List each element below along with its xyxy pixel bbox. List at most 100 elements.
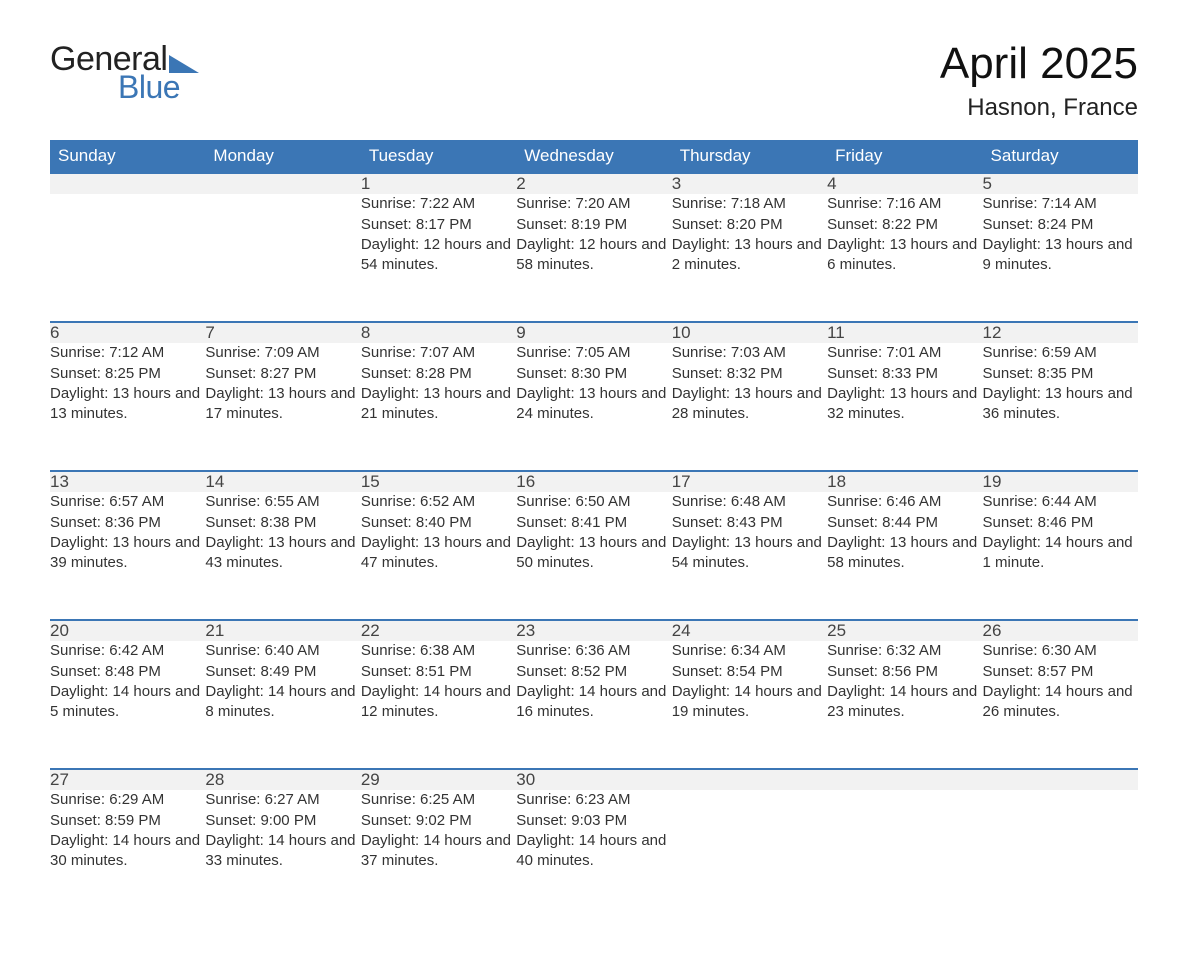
sunrise-text: Sunrise: 6:55 AM: [205, 492, 360, 512]
daylight-text: Daylight: 13 hours and 24 minutes.: [516, 384, 671, 425]
day-number: 12: [983, 322, 1138, 343]
sunrise-text: Sunrise: 6:52 AM: [361, 492, 516, 512]
sunrise-text: Sunrise: 7:14 AM: [983, 194, 1138, 214]
sunrise-text: Sunrise: 7:09 AM: [205, 343, 360, 363]
sunset-text: Sunset: 8:20 PM: [672, 215, 827, 235]
day-cell: [827, 790, 982, 918]
daylight-text: Daylight: 14 hours and 40 minutes.: [516, 831, 671, 872]
daylight-text: Daylight: 14 hours and 37 minutes.: [361, 831, 516, 872]
weekday-header: Saturday: [983, 140, 1138, 173]
day-cell: Sunrise: 7:22 AMSunset: 8:17 PMDaylight:…: [361, 194, 516, 322]
sunset-text: Sunset: 8:22 PM: [827, 215, 982, 235]
sunset-text: Sunset: 8:35 PM: [983, 364, 1138, 384]
sunrise-text: Sunrise: 6:38 AM: [361, 641, 516, 661]
sunrise-text: Sunrise: 7:01 AM: [827, 343, 982, 363]
sunrise-text: Sunrise: 6:50 AM: [516, 492, 671, 512]
day-cell: Sunrise: 6:48 AMSunset: 8:43 PMDaylight:…: [672, 492, 827, 620]
sunset-text: Sunset: 9:02 PM: [361, 811, 516, 831]
day-number: 9: [516, 322, 671, 343]
day-cell: Sunrise: 7:09 AMSunset: 8:27 PMDaylight:…: [205, 343, 360, 471]
day-number: 28: [205, 769, 360, 790]
day-number: 24: [672, 620, 827, 641]
sunset-text: Sunset: 8:28 PM: [361, 364, 516, 384]
sunset-text: Sunset: 8:48 PM: [50, 662, 205, 682]
day-number: [827, 769, 982, 790]
daylight-text: Daylight: 13 hours and 36 minutes.: [983, 384, 1138, 425]
weekday-header: Friday: [827, 140, 982, 173]
day-number: 29: [361, 769, 516, 790]
sunrise-text: Sunrise: 6:34 AM: [672, 641, 827, 661]
sunset-text: Sunset: 9:00 PM: [205, 811, 360, 831]
day-cell: Sunrise: 6:50 AMSunset: 8:41 PMDaylight:…: [516, 492, 671, 620]
day-cell: Sunrise: 7:12 AMSunset: 8:25 PMDaylight:…: [50, 343, 205, 471]
daylight-text: Daylight: 13 hours and 43 minutes.: [205, 533, 360, 574]
weekday-header: Sunday: [50, 140, 205, 173]
sunrise-text: Sunrise: 6:59 AM: [983, 343, 1138, 363]
day-cell: Sunrise: 7:07 AMSunset: 8:28 PMDaylight:…: [361, 343, 516, 471]
weekday-header: Tuesday: [361, 140, 516, 173]
daylight-text: Daylight: 13 hours and 17 minutes.: [205, 384, 360, 425]
day-number: [983, 769, 1138, 790]
month-title: April 2025: [940, 40, 1138, 88]
calendar-header-row: Sunday Monday Tuesday Wednesday Thursday…: [50, 140, 1138, 173]
location: Hasnon, France: [940, 94, 1138, 122]
day-number: 6: [50, 322, 205, 343]
weekday-header: Wednesday: [516, 140, 671, 173]
sunset-text: Sunset: 8:25 PM: [50, 364, 205, 384]
daylight-text: Daylight: 13 hours and 9 minutes.: [983, 235, 1138, 276]
sunrise-text: Sunrise: 7:16 AM: [827, 194, 982, 214]
day-cell: Sunrise: 7:20 AMSunset: 8:19 PMDaylight:…: [516, 194, 671, 322]
day-cell: Sunrise: 6:34 AMSunset: 8:54 PMDaylight:…: [672, 641, 827, 769]
sunrise-text: Sunrise: 7:22 AM: [361, 194, 516, 214]
daylight-text: Daylight: 14 hours and 16 minutes.: [516, 682, 671, 723]
sunset-text: Sunset: 8:32 PM: [672, 364, 827, 384]
sunset-text: Sunset: 8:51 PM: [361, 662, 516, 682]
sunset-text: Sunset: 8:24 PM: [983, 215, 1138, 235]
day-number: 3: [672, 173, 827, 194]
day-cell: Sunrise: 6:30 AMSunset: 8:57 PMDaylight:…: [983, 641, 1138, 769]
sunset-text: Sunset: 8:44 PM: [827, 513, 982, 533]
day-cell: Sunrise: 6:55 AMSunset: 8:38 PMDaylight:…: [205, 492, 360, 620]
daylight-text: Daylight: 13 hours and 54 minutes.: [672, 533, 827, 574]
day-cell: Sunrise: 6:25 AMSunset: 9:02 PMDaylight:…: [361, 790, 516, 918]
day-number: 30: [516, 769, 671, 790]
sunrise-text: Sunrise: 7:20 AM: [516, 194, 671, 214]
day-number: 13: [50, 471, 205, 492]
day-number: [205, 173, 360, 194]
daylight-text: Daylight: 13 hours and 50 minutes.: [516, 533, 671, 574]
daylight-text: Daylight: 14 hours and 5 minutes.: [50, 682, 205, 723]
day-cell: Sunrise: 7:16 AMSunset: 8:22 PMDaylight:…: [827, 194, 982, 322]
day-number: 2: [516, 173, 671, 194]
day-cell: Sunrise: 7:14 AMSunset: 8:24 PMDaylight:…: [983, 194, 1138, 322]
sunrise-text: Sunrise: 6:30 AM: [983, 641, 1138, 661]
daylight-text: Daylight: 13 hours and 21 minutes.: [361, 384, 516, 425]
sunrise-text: Sunrise: 7:05 AM: [516, 343, 671, 363]
day-number: 16: [516, 471, 671, 492]
sunrise-text: Sunrise: 6:23 AM: [516, 790, 671, 810]
day-cell: [50, 194, 205, 322]
daylight-text: Daylight: 13 hours and 32 minutes.: [827, 384, 982, 425]
sunrise-text: Sunrise: 6:57 AM: [50, 492, 205, 512]
day-number: 26: [983, 620, 1138, 641]
day-number: 20: [50, 620, 205, 641]
day-cell: Sunrise: 6:42 AMSunset: 8:48 PMDaylight:…: [50, 641, 205, 769]
day-cell: Sunrise: 6:44 AMSunset: 8:46 PMDaylight:…: [983, 492, 1138, 620]
sunrise-text: Sunrise: 7:12 AM: [50, 343, 205, 363]
daylight-text: Daylight: 14 hours and 1 minute.: [983, 533, 1138, 574]
day-cell: Sunrise: 7:05 AMSunset: 8:30 PMDaylight:…: [516, 343, 671, 471]
daylight-text: Daylight: 13 hours and 6 minutes.: [827, 235, 982, 276]
day-number: 23: [516, 620, 671, 641]
brand-logo: General Blue: [50, 40, 199, 106]
page: General Blue April 2025 Hasnon, France S…: [0, 0, 1188, 968]
day-cell: [205, 194, 360, 322]
sunrise-text: Sunrise: 6:36 AM: [516, 641, 671, 661]
daylight-text: Daylight: 14 hours and 33 minutes.: [205, 831, 360, 872]
daylight-text: Daylight: 14 hours and 23 minutes.: [827, 682, 982, 723]
day-number: 18: [827, 471, 982, 492]
daylight-text: Daylight: 13 hours and 47 minutes.: [361, 533, 516, 574]
daylight-text: Daylight: 14 hours and 26 minutes.: [983, 682, 1138, 723]
sunset-text: Sunset: 8:27 PM: [205, 364, 360, 384]
sunset-text: Sunset: 8:19 PM: [516, 215, 671, 235]
day-cell: Sunrise: 6:57 AMSunset: 8:36 PMDaylight:…: [50, 492, 205, 620]
day-cell: Sunrise: 7:03 AMSunset: 8:32 PMDaylight:…: [672, 343, 827, 471]
